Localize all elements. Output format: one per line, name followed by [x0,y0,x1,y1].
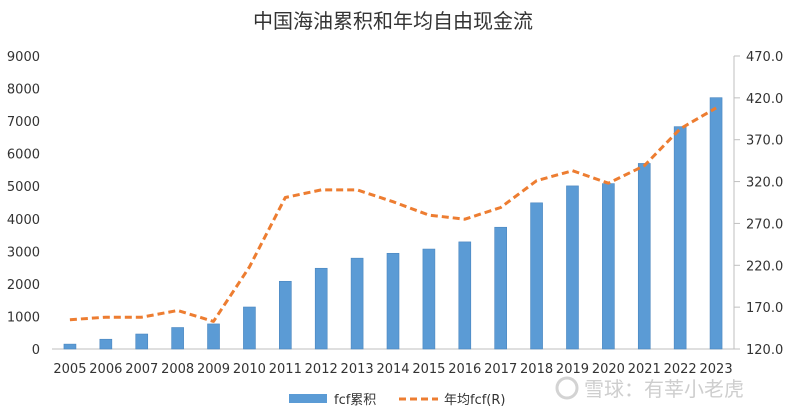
bar [99,338,113,350]
x-tick-label: 2009 [197,362,230,377]
bar-series [63,97,723,350]
x-tick-label: 2017 [484,362,517,377]
bar [314,267,328,350]
left-tick-label: 5000 [7,180,40,195]
bar [637,163,651,350]
bar [458,241,472,350]
bar [243,306,256,350]
legend: fcf累积 年均fcf(R) [289,393,505,408]
x-tick-label: 2007 [125,362,158,377]
legend-label-line: 年均fcf(R) [444,393,505,408]
x-tick-label: 2015 [412,362,445,377]
left-tick-label: 9000 [7,50,40,65]
left-tick-label: 1000 [7,310,40,325]
x-tick-label: 2006 [89,362,122,377]
right-tick-label: 470.0 [746,50,783,65]
x-tick-label: 2008 [161,362,194,377]
left-tick-label: 4000 [7,213,40,228]
legend-swatch-bar [289,394,327,403]
right-tick-label: 420.0 [746,92,783,107]
chart-title: 中国海油累积和年均自由现金流 [253,9,533,33]
left-tick-label: 6000 [7,148,40,163]
x-tick-label: 2021 [628,362,661,377]
x-tick-label: 2012 [305,362,338,377]
right-tick-label: 370.0 [746,134,783,149]
line-series [69,106,717,323]
watermark: 雪球：有莘小老虎 [555,376,744,401]
legend-label-bar: fcf累积 [334,393,376,408]
right-tick-label: 220.0 [746,259,783,274]
x-tick-label: 2013 [341,362,374,377]
x-tick-label: 2005 [53,362,86,377]
bar [422,248,436,350]
bar [279,280,292,350]
left-tick-label: 2000 [7,278,40,293]
bar [350,257,364,350]
right-tick-label: 320.0 [746,176,783,191]
watermark-logo-icon [555,376,579,400]
x-tick-label: 2014 [376,362,409,377]
watermark-text: 雪球：有莘小老虎 [584,377,744,401]
bar [709,97,723,350]
bar [135,333,149,350]
bar [386,252,400,350]
bar [63,343,77,350]
x-tick-label: 2018 [520,362,553,377]
bar [171,327,184,350]
left-tick-label: 8000 [7,83,40,98]
bar [602,183,615,350]
bar [673,126,687,350]
bar [530,202,543,350]
x-tick-label: 2010 [233,362,266,377]
right-tick-label: 270.0 [746,217,783,232]
x-tick-label: 2019 [556,362,589,377]
bar [566,185,579,350]
bar [207,323,220,350]
left-tick-label: 0 [32,343,40,358]
right-tick-label: 120.0 [746,343,783,358]
right-y-axis: 120.0 170.0 220.0 270.0 320.0 370.0 420.0 470.0 [733,50,783,358]
left-tick-label: 7000 [7,115,40,130]
x-tick-label: 2020 [592,362,625,377]
left-tick-label: 3000 [7,245,40,260]
right-tick-label: 170.0 [746,301,783,316]
line-series-path [69,106,717,323]
x-axis: 2005 2006 2007 2008 2009 2010 2011 2012 2013 2014… [53,362,732,377]
x-tick-label: 2016 [448,362,481,377]
x-tick-label: 2022 [664,362,697,377]
x-tick-label: 2011 [269,362,302,377]
x-tick-label: 2023 [700,362,733,377]
left-y-axis: 0 1000 2000 3000 4000 5000 6000 7000 8000 9000 [7,50,40,358]
bar [494,226,507,350]
